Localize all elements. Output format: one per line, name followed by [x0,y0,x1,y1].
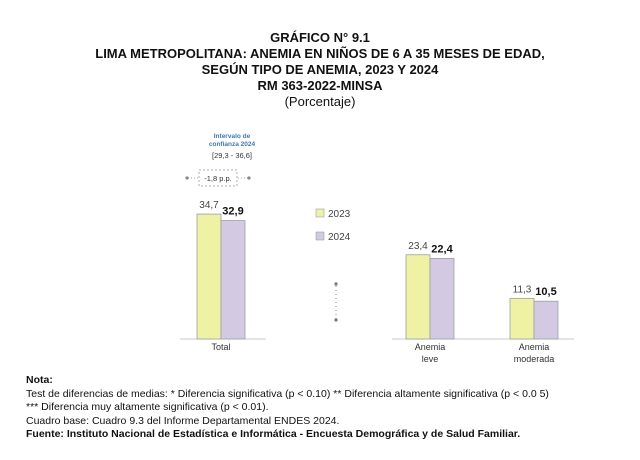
legend-swatch-2023 [315,208,325,218]
legend-swatch-2024 [315,231,325,241]
bar-2023-2 [509,297,535,340]
category-label-2-1: moderada [514,354,555,364]
data-label-2023-2: 11,3 [513,284,532,295]
bar-2024-1 [429,257,455,340]
data-label-2023-1: 23,4 [408,241,428,252]
bar-2024-2 [533,300,559,340]
bar-2023-0 [196,213,222,340]
difference-box [198,169,238,187]
separator-dot-bottom [334,318,338,322]
bar-chart: 34,7 23,4 11,3 32,9 22,4 10,5 Total Anemia leve A… [180,133,574,364]
category-label-2-0: Anemia [519,342,550,352]
bar-2024-0 [220,220,246,340]
category-label-1-1: leve [422,354,439,364]
ci-title-0: Intervalo de [214,133,251,140]
data-label-2024-0: 32,9 [222,206,243,218]
ci-range: [29,3 - 36,6] [212,151,252,160]
legend-label-2024: 2024 [328,232,351,243]
category-label-0-0: Total [211,342,230,352]
chart-title-line3: RM 363-2022-MINSA [257,78,383,93]
legend-label-2023: 2023 [328,209,351,220]
data-label-2024-1: 22,4 [431,243,453,255]
bar-2023-1 [405,254,431,340]
ci-title-1: confianza 2024 [209,141,256,148]
chart-unit: (Porcentaje) [284,94,356,109]
chart-title-line2: SEGÚN TIPO DE ANEMIA, 2023 Y 2024 [201,62,439,77]
notes-source: Fuente: Instituto Nacional de Estadístic… [26,428,521,440]
notes-line-3: Cuadro base: Cuadro 9.3 del Informe Depa… [26,414,340,427]
difference-dot-right [247,176,251,180]
chart-titles: GRÁFICO N° 9.1 LIMA METROPOLITANA: ANEMI… [0,30,640,110]
difference-label: -1,8 p.p. [204,174,232,183]
difference-dot-left [185,176,189,180]
category-label-1-0: Anemia [415,342,446,352]
chart-title-line1: LIMA METROPOLITANA: ANEMIA EN NIÑOS DE 6… [95,46,545,61]
data-label-2024-2: 10,5 [535,286,556,298]
notes-line-2: *** Diferencia muy altamente significati… [26,401,269,413]
notes-heading: Nota: [26,374,53,386]
chart-number: GRÁFICO N° 9.1 [270,30,370,45]
data-label-2023-0: 34,7 [199,200,219,211]
separator-dot-top [334,282,338,286]
notes-line-1: Test de diferencias de medias: * Diferen… [26,387,549,400]
notes-block: Nota: Test de diferencias de medias: * D… [26,374,626,442]
